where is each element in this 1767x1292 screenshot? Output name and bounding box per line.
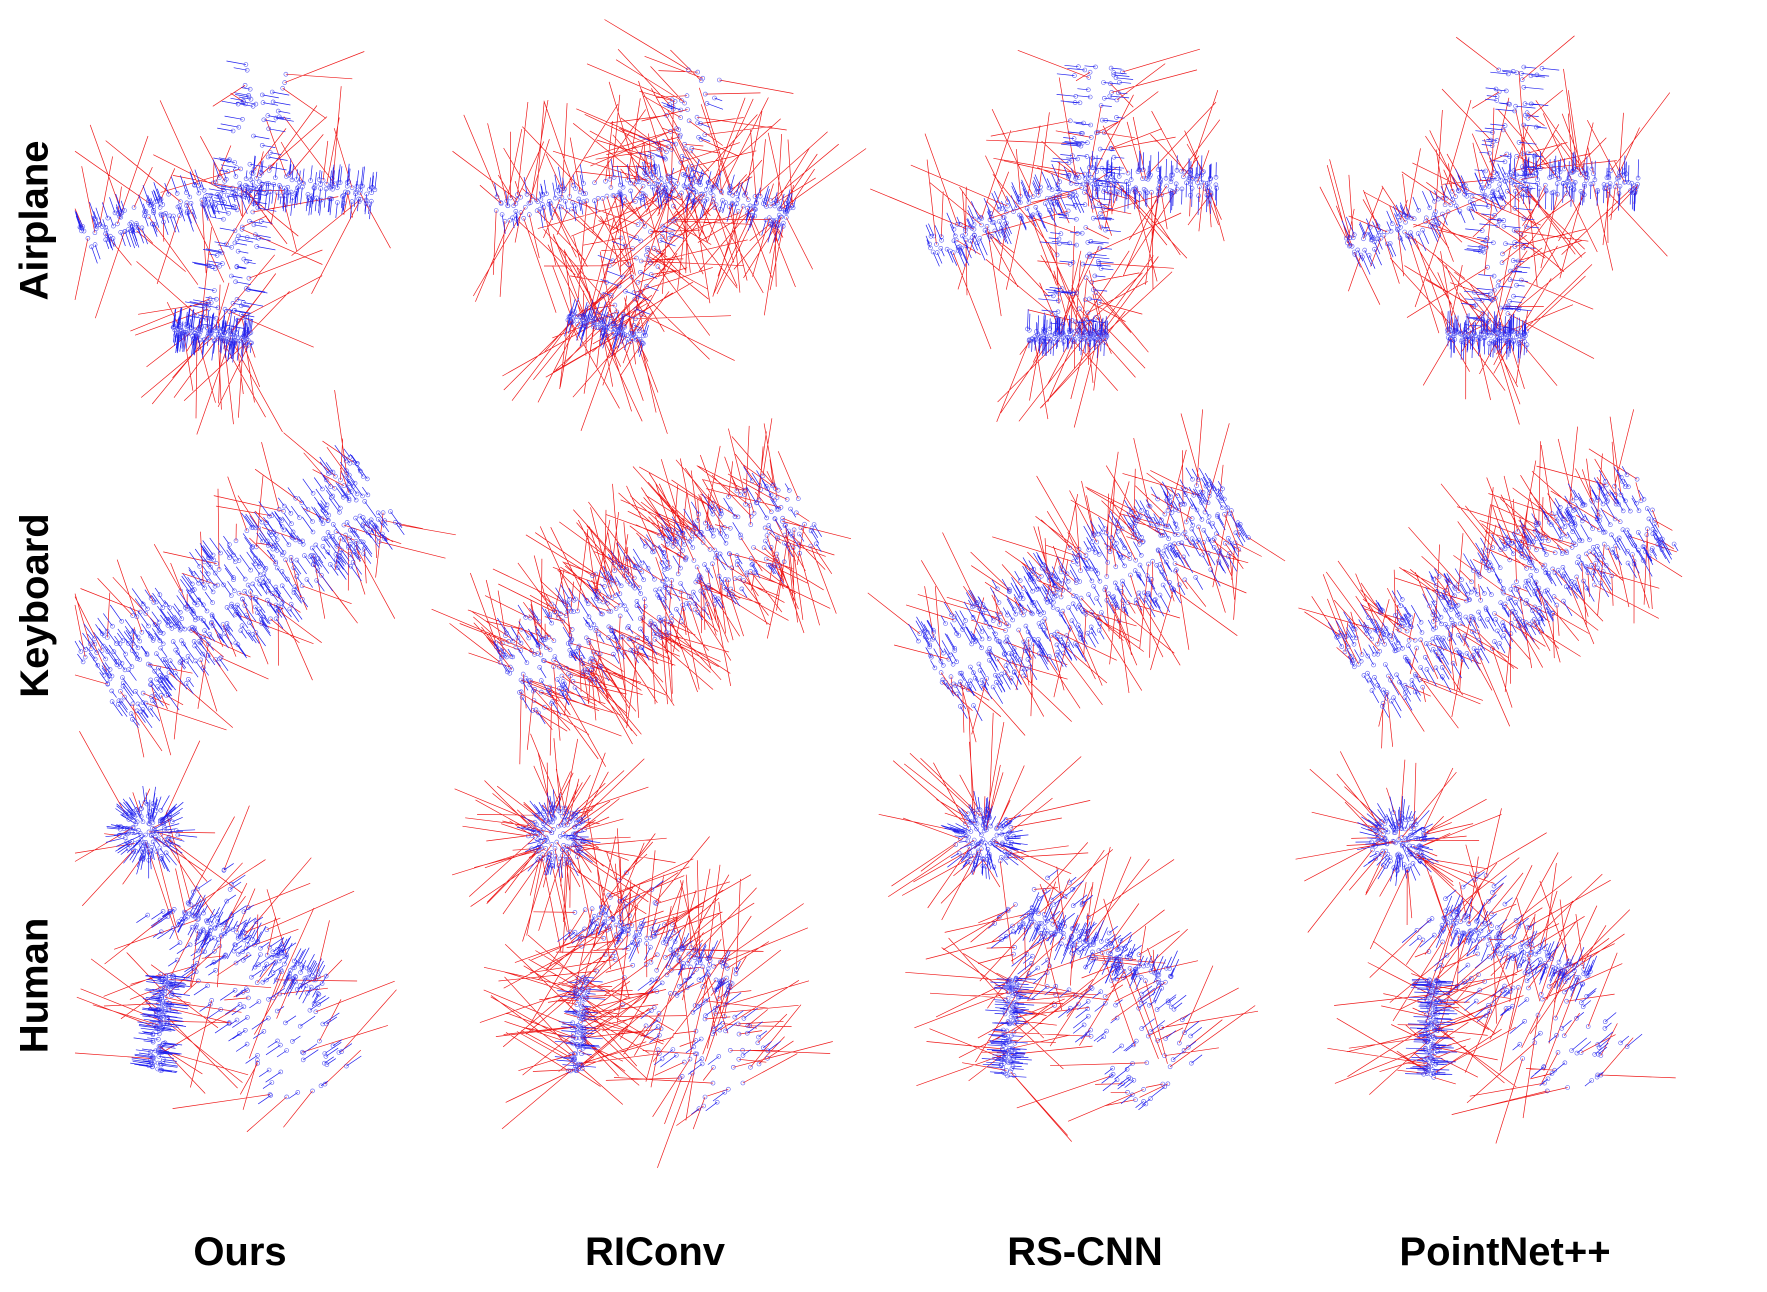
point-markers — [1343, 64, 1641, 347]
inconsistent-normals — [452, 19, 867, 434]
consistent-normals — [74, 60, 378, 363]
panel-keyboard-riconv — [431, 418, 852, 767]
consistent-normals — [493, 466, 822, 725]
consistent-normals — [74, 444, 405, 729]
consistent-normals — [1341, 66, 1639, 363]
column-label-rscnn: RS-CNN — [1007, 1230, 1163, 1274]
consistent-normals — [494, 97, 796, 357]
row-label-airplane: Airplane — [12, 139, 57, 301]
panel-keyboard-pointnetpp — [1298, 409, 1683, 749]
column-label-ours: Ours — [193, 1230, 287, 1274]
column-label-pointnetpp: PointNet++ — [1399, 1230, 1611, 1274]
consistent-normals — [925, 64, 1218, 359]
row-label-human: Human — [12, 917, 57, 1053]
consistent-normals — [940, 791, 1203, 1111]
panel-human-riconv — [451, 733, 833, 1169]
panel-airplane-riconv — [452, 19, 867, 434]
inconsistent-normals — [1298, 409, 1683, 749]
inconsistent-normals — [870, 48, 1225, 428]
panel-airplane-pointnetpp — [1319, 35, 1671, 425]
row-label-keyboard: Keyboard — [12, 512, 57, 698]
panel-human-ours — [74, 731, 397, 1133]
inconsistent-normals — [74, 390, 456, 758]
panel-airplane-rscnn — [870, 48, 1225, 428]
panel-human-rscnn — [878, 706, 1259, 1142]
panel-keyboard-ours — [74, 390, 456, 758]
point-markers — [493, 473, 819, 716]
consistent-normals — [516, 789, 781, 1115]
consistent-normals — [105, 785, 362, 1105]
point-markers — [1334, 472, 1677, 709]
inconsistent-normals — [878, 706, 1259, 1142]
point-markers — [116, 799, 349, 1100]
inconsistent-normals — [74, 51, 391, 435]
column-label-riconv: RIConv — [585, 1230, 725, 1274]
inconsistent-normals — [1295, 751, 1676, 1144]
consistent-normals — [908, 467, 1249, 722]
panel-keyboard-rscnn — [867, 409, 1286, 743]
inconsistent-normals — [451, 733, 833, 1169]
panel-airplane-ours — [74, 51, 391, 435]
inconsistent-normals — [1319, 35, 1671, 425]
panel-human-pointnetpp — [1295, 751, 1676, 1144]
consistent-normals — [1355, 796, 1643, 1087]
inconsistent-normals — [431, 418, 852, 767]
consistent-normals — [1327, 466, 1679, 718]
inconsistent-normals — [74, 731, 397, 1133]
